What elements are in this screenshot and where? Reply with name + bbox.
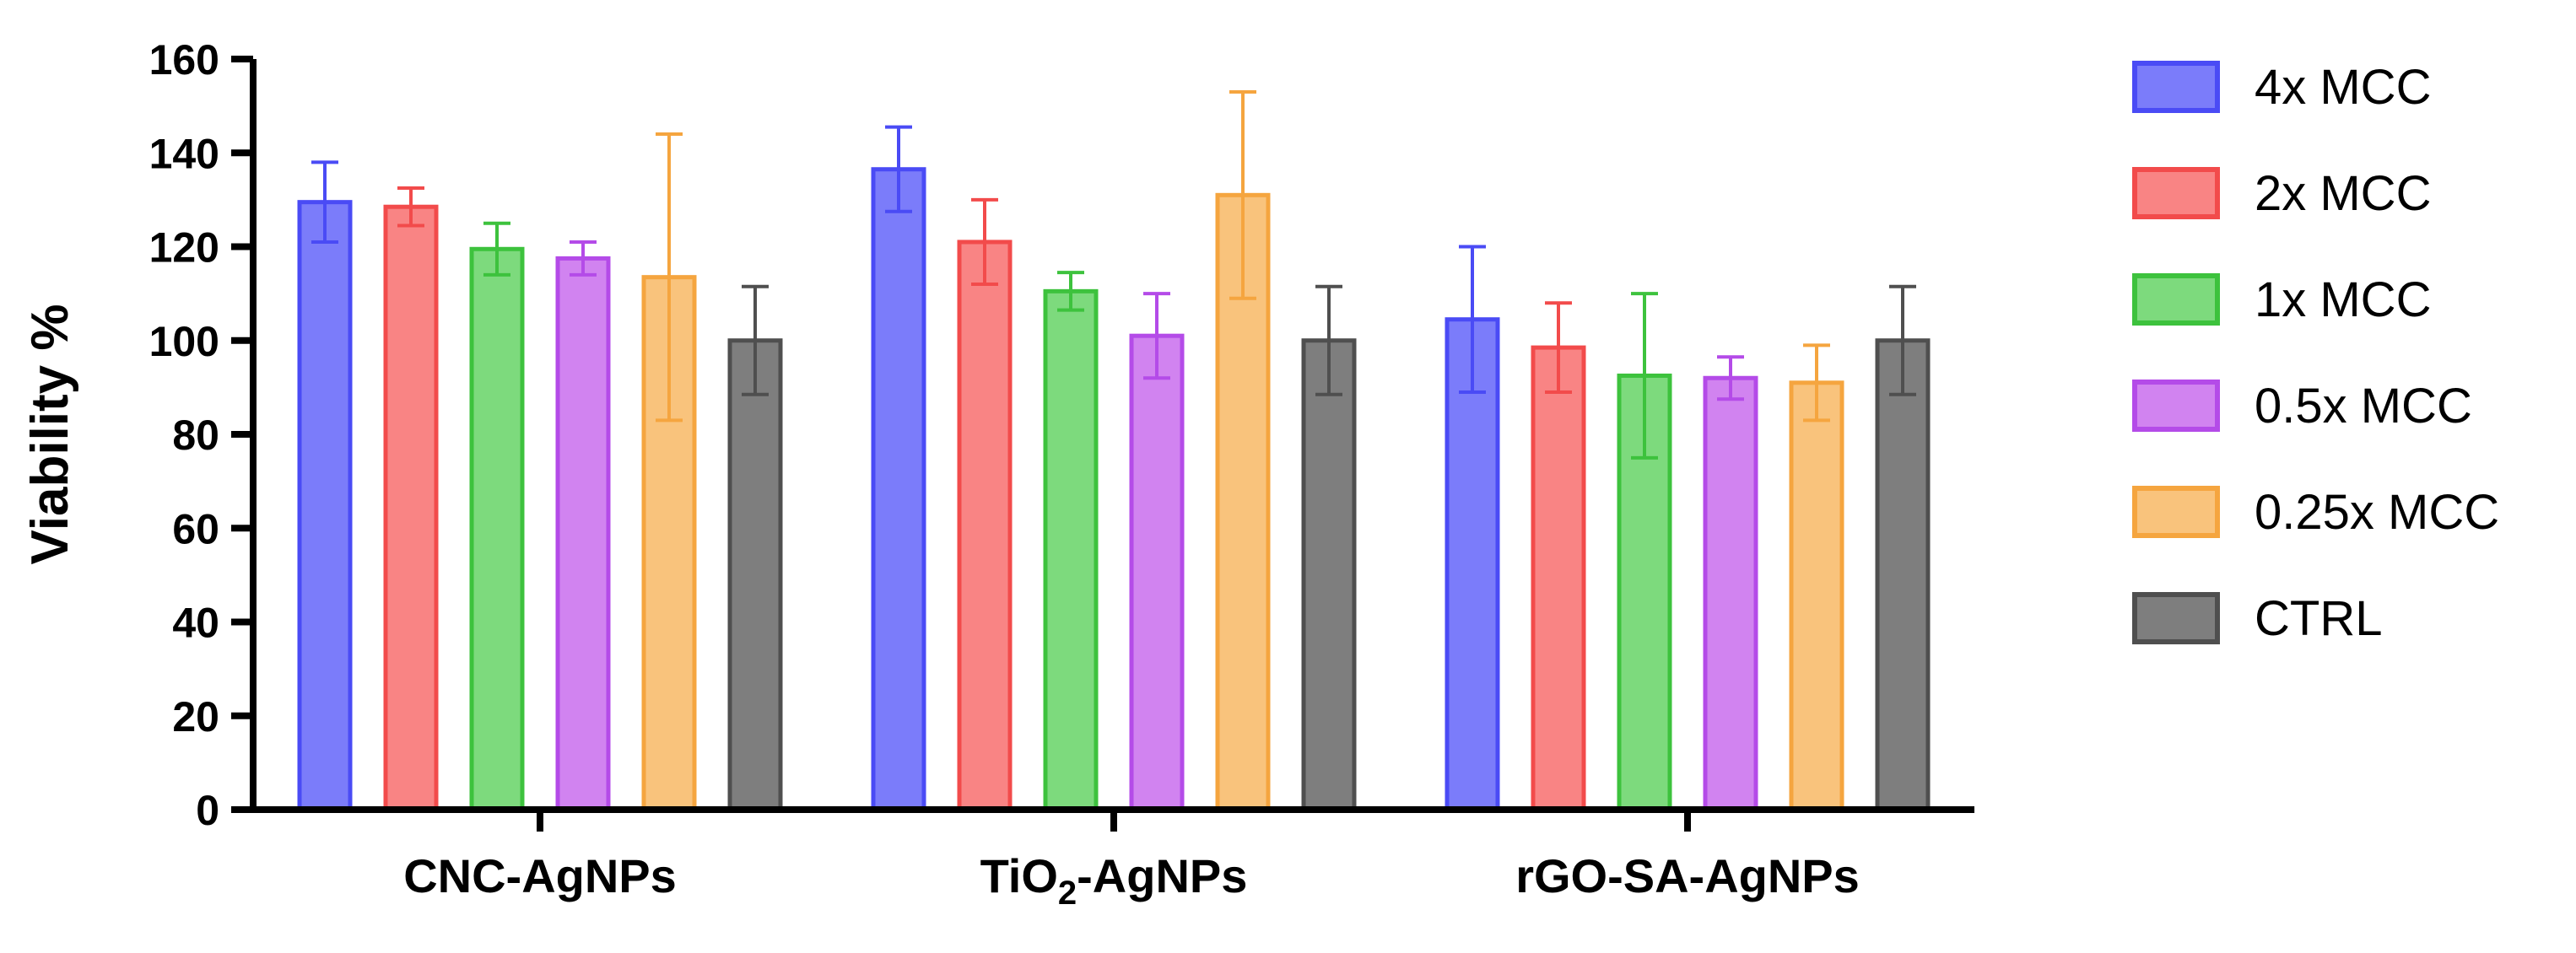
error-bar-rgo-sa-agnps-ctrl (1889, 284, 1916, 396)
legend-swatch (2132, 61, 2220, 113)
bar-tio2-agnps-ctrl (1301, 338, 1357, 812)
y-tick-label: 40 (172, 600, 219, 647)
error-bar-tio2-agnps-0-25x-mcc (1229, 89, 1256, 300)
error-bar-tio2-agnps-ctrl (1315, 284, 1342, 396)
y-tick-label: 160 (149, 36, 219, 83)
error-bar-tio2-agnps-2x-mcc (971, 197, 998, 286)
bar-rgo-sa-agnps-ctrl (1875, 338, 1931, 812)
bar-rgo-sa-agnps-2x-mcc (1531, 345, 1586, 812)
legend-label: 4x MCC (2255, 60, 2431, 115)
legend-item-ctrl: CTRL (2132, 591, 2382, 646)
error-bar-rgo-sa-agnps-0-25x-mcc (1803, 343, 1830, 423)
legend-label: 0.25x MCC (2255, 485, 2499, 540)
error-bar-cnc-agnps-4x-mcc (311, 160, 338, 244)
y-tick-label: 80 (172, 412, 219, 459)
y-tick-label: 100 (149, 318, 219, 365)
bar-cnc-agnps-1x-mcc (469, 246, 525, 812)
y-tick-label: 0 (196, 787, 219, 834)
error-bar-cnc-agnps-2x-mcc (397, 186, 424, 228)
legend-swatch (2132, 167, 2220, 219)
x-tick-label-tio2-agnps: TiO2-AgNPs (980, 849, 1248, 912)
error-bar-tio2-agnps-0-5x-mcc (1143, 292, 1170, 380)
bar-rgo-sa-agnps-4x-mcc (1445, 317, 1500, 812)
axes-layer: CNC-AgNPs TiO2-AgNPs rGO-SA-AgNPs 0 20 40 60 80… (21, 36, 1974, 912)
bar-rgo-sa-agnps-0-5x-mcc (1703, 375, 1758, 812)
bar-cnc-agnps-ctrl (727, 338, 783, 812)
bar-tio2-agnps-1x-mcc (1043, 288, 1099, 812)
legend-swatch (2132, 273, 2220, 326)
error-bar-rgo-sa-agnps-4x-mcc (1459, 245, 1486, 394)
y-tick-label: 140 (149, 130, 219, 177)
bar-tio2-agnps-0-5x-mcc (1129, 333, 1185, 812)
legend-label: CTRL (2255, 591, 2382, 646)
legend-item-0-5x-mcc: 0.5x MCC (2132, 379, 2472, 433)
bar-cnc-agnps-2x-mcc (383, 204, 439, 812)
error-bar-rgo-sa-agnps-1x-mcc (1631, 292, 1658, 460)
error-bar-cnc-agnps-1x-mcc (483, 221, 510, 277)
error-bar-rgo-sa-agnps-0-5x-mcc (1717, 355, 1744, 401)
y-axis-title: Viability % (21, 304, 79, 565)
error-bar-cnc-agnps-0-25x-mcc (656, 132, 683, 423)
legend-item-4x-mcc: 4x MCC (2132, 60, 2431, 115)
legend-item-0-25x-mcc: 0.25x MCC (2132, 485, 2499, 540)
legend-swatch (2132, 486, 2220, 538)
bars-layer (297, 89, 1931, 812)
y-tick-label: 60 (172, 505, 219, 552)
legend-swatch (2132, 380, 2220, 432)
error-bar-tio2-agnps-4x-mcc (885, 125, 912, 213)
legend-swatch (2132, 592, 2220, 644)
x-tick-label-rgo-sa-agnps: rGO-SA-AgNPs (1515, 849, 1860, 902)
legend: 4x MCC 2x MCC 1x MCC 0.5x MCC 0.25x MCC CTRL (2132, 60, 2499, 646)
error-bar-tio2-agnps-1x-mcc (1057, 271, 1084, 312)
bar-cnc-agnps-0-5x-mcc (555, 256, 611, 812)
y-tick-label: 120 (149, 224, 219, 272)
legend-item-2x-mcc: 2x MCC (2132, 166, 2431, 221)
legend-label: 0.5x MCC (2255, 379, 2472, 433)
bar-tio2-agnps-2x-mcc (957, 240, 1013, 812)
error-bar-cnc-agnps-ctrl (742, 284, 769, 396)
y-tick-label: 20 (172, 693, 219, 740)
legend-label: 2x MCC (2255, 166, 2431, 221)
error-bar-cnc-agnps-0-5x-mcc (570, 240, 597, 277)
bar-rgo-sa-agnps-0-25x-mcc (1789, 380, 1844, 812)
error-bar-rgo-sa-agnps-2x-mcc (1545, 301, 1572, 394)
bar-tio2-agnps-4x-mcc (871, 167, 926, 812)
x-tick-label-cnc-agnps: CNC-AgNPs (403, 849, 677, 902)
legend-item-1x-mcc: 1x MCC (2132, 272, 2431, 327)
legend-label: 1x MCC (2255, 272, 2431, 327)
bar-cnc-agnps-4x-mcc (297, 200, 353, 812)
